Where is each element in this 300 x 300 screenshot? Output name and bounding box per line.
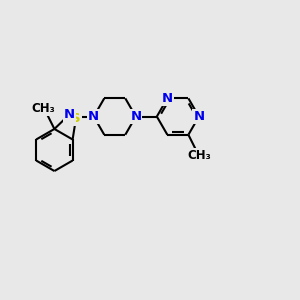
Text: N: N <box>64 108 75 121</box>
Text: N: N <box>162 92 173 105</box>
Text: CH₃: CH₃ <box>31 102 55 115</box>
Text: S: S <box>71 112 81 125</box>
Text: N: N <box>130 110 141 123</box>
Text: N: N <box>193 110 205 123</box>
Text: N: N <box>88 110 99 123</box>
Text: CH₃: CH₃ <box>188 149 212 162</box>
